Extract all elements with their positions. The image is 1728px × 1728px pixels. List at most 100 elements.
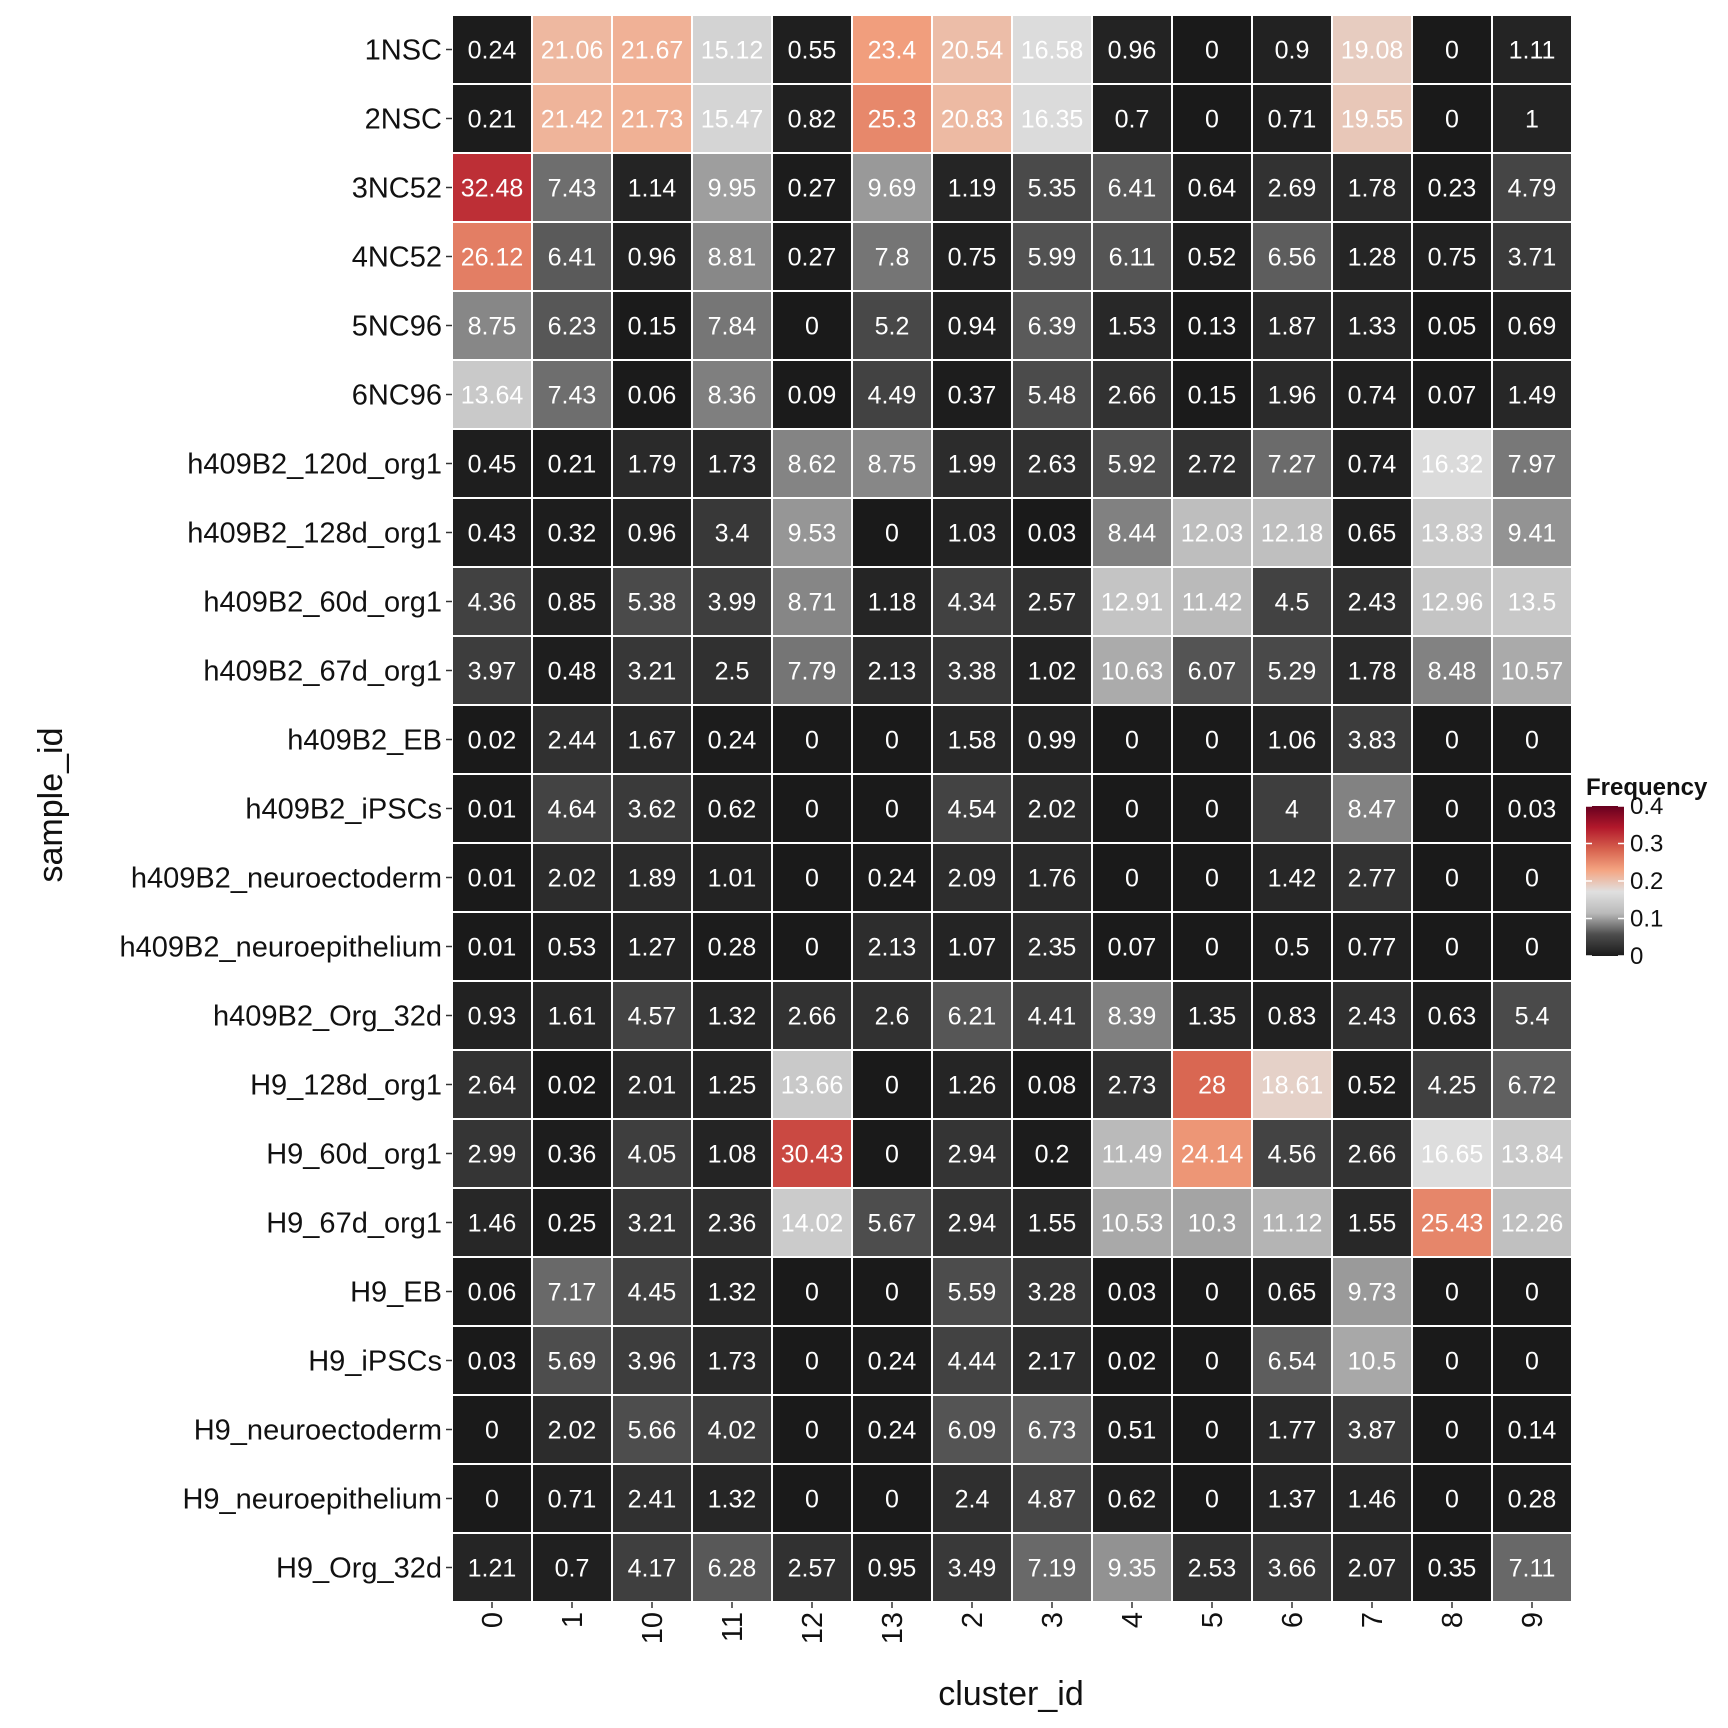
cell-value-label: 6.41: [1108, 175, 1157, 203]
heatmap-cell: [531, 1049, 613, 1120]
cell-value-label: 6.28: [708, 1555, 757, 1583]
heatmap-cell: [1091, 1256, 1173, 1327]
heatmap-cell: [1011, 359, 1093, 430]
heatmap-cell: [931, 359, 1013, 430]
heatmap-cell: [1091, 566, 1173, 637]
heatmap-cell: [691, 497, 773, 568]
heatmap-cell: [611, 1325, 693, 1396]
cell-value-label: 12.18: [1261, 520, 1324, 548]
x-tick-label: 4: [1117, 1612, 1149, 1628]
x-tick-label: 11: [717, 1612, 749, 1642]
cell-value-label: 3.21: [628, 1210, 677, 1238]
cell-value-label: 0.83: [1268, 1003, 1317, 1031]
cell-value-label: 0.08: [1028, 1072, 1077, 1100]
cell-value-label: 0: [1205, 796, 1219, 824]
cell-value-label: 0.64: [1188, 175, 1237, 203]
heatmap-cell: [1011, 83, 1093, 154]
cell-value-label: 13.5: [1508, 589, 1557, 617]
cell-value-label: 0.52: [1348, 1072, 1397, 1100]
y-tick-label: h409B2_67d_org1: [203, 656, 442, 688]
heatmap-cell: [611, 83, 693, 154]
heatmap-cell: [1331, 1118, 1413, 1189]
heatmap-cell: [1491, 1532, 1573, 1603]
heatmap-cell: [851, 497, 933, 568]
y-tick-label: h409B2_60d_org1: [203, 587, 442, 619]
cell-value-label: 0: [1445, 727, 1459, 755]
cell-value-label: 3.66: [1268, 1555, 1317, 1583]
cell-value-label: 0.52: [1188, 244, 1237, 272]
cell-value-label: 2.07: [1348, 1555, 1397, 1583]
cell-value-label: 7.97: [1508, 451, 1557, 479]
heatmap-cell: [1091, 1049, 1173, 1120]
heatmap-cell: [851, 83, 933, 154]
cell-value-label: 2.53: [1188, 1555, 1237, 1583]
cell-value-label: 8.62: [788, 451, 837, 479]
cell-value-label: 0.2: [1035, 1141, 1070, 1169]
cell-value-label: 1.27: [628, 934, 677, 962]
cell-value-label: 2.57: [788, 1555, 837, 1583]
heatmap-cell: [1011, 1256, 1093, 1327]
cell-value-label: 0.27: [788, 175, 837, 203]
heatmap-cell: [1331, 290, 1413, 361]
cell-value-label: 9.95: [708, 175, 757, 203]
cell-value-label: 2.66: [788, 1003, 837, 1031]
cell-value-label: 15.47: [701, 106, 764, 134]
heatmap-cell: [1411, 1187, 1493, 1258]
legend-tick-label: 0.3: [1630, 831, 1663, 858]
heatmap-cell: [1091, 152, 1173, 223]
heatmap-cell: [691, 1256, 773, 1327]
cell-value-label: 2.6: [875, 1003, 910, 1031]
cell-value-label: 2.63: [1028, 451, 1077, 479]
cell-value-label: 2.17: [1028, 1348, 1077, 1376]
heatmap-cell: [1251, 290, 1333, 361]
cell-value-label: 0.69: [1508, 313, 1557, 341]
heatmap-cell: [931, 704, 1013, 775]
cell-value-label: 6.41: [548, 244, 597, 272]
heatmap-cell: [851, 1118, 933, 1189]
heatmap-cell: [1251, 359, 1333, 430]
cell-value-label: 1.42: [1268, 865, 1317, 893]
heatmap-cell: [931, 1187, 1013, 1258]
cell-value-label: 0.28: [708, 934, 757, 962]
cell-value-label: 0.01: [468, 796, 517, 824]
cell-value-label: 5.2: [875, 313, 910, 341]
y-tick-label: h409B2_Org_32d: [213, 1001, 442, 1033]
cell-value-label: 0.35: [1428, 1555, 1477, 1583]
heatmap-cell: [1251, 428, 1333, 499]
heatmap-cell: [611, 428, 693, 499]
cell-value-label: 1.61: [548, 1003, 597, 1031]
cell-value-label: 0: [1445, 1417, 1459, 1445]
cell-value-label: 4.34: [948, 589, 997, 617]
heatmap-cell: [1411, 1118, 1493, 1189]
cell-value-label: 12.03: [1181, 520, 1244, 548]
cell-value-label: 7.79: [788, 658, 837, 686]
y-tick-label: 2NSC: [365, 104, 442, 136]
cell-value-label: 4.05: [628, 1141, 677, 1169]
cell-value-label: 11.49: [1102, 1141, 1163, 1169]
y-tick-label: h409B2_128d_org1: [187, 518, 442, 550]
heatmap-cell: [1091, 1325, 1173, 1396]
heatmap-cell: [1491, 1394, 1573, 1465]
cell-value-label: 0.94: [948, 313, 997, 341]
heatmap-cell: [1411, 635, 1493, 706]
cell-value-label: 1.99: [948, 451, 997, 479]
cell-value-label: 0.03: [468, 1348, 517, 1376]
heatmap-cell: [451, 635, 533, 706]
y-tick-label: H9_EB: [350, 1277, 442, 1309]
cell-value-label: 1: [1525, 106, 1539, 134]
heatmap-cell: [1091, 1187, 1173, 1258]
cell-value-label: 0: [1205, 106, 1219, 134]
cell-value-label: 1.78: [1348, 658, 1397, 686]
heatmap-cell: [1331, 221, 1413, 292]
y-tick-label: H9_iPSCs: [308, 1346, 442, 1378]
cell-value-label: 1.18: [868, 589, 917, 617]
heatmap-cell: [1491, 428, 1573, 499]
heatmap-cell: [1171, 14, 1253, 85]
cell-value-label: 0.82: [788, 106, 837, 134]
cell-value-label: 1.11: [1509, 37, 1556, 65]
cell-value-label: 16.65: [1421, 1141, 1484, 1169]
cell-value-label: 3.38: [948, 658, 997, 686]
cell-value-label: 12.96: [1421, 589, 1484, 617]
cell-value-label: 0.15: [628, 313, 677, 341]
cell-value-label: 0.36: [548, 1141, 597, 1169]
